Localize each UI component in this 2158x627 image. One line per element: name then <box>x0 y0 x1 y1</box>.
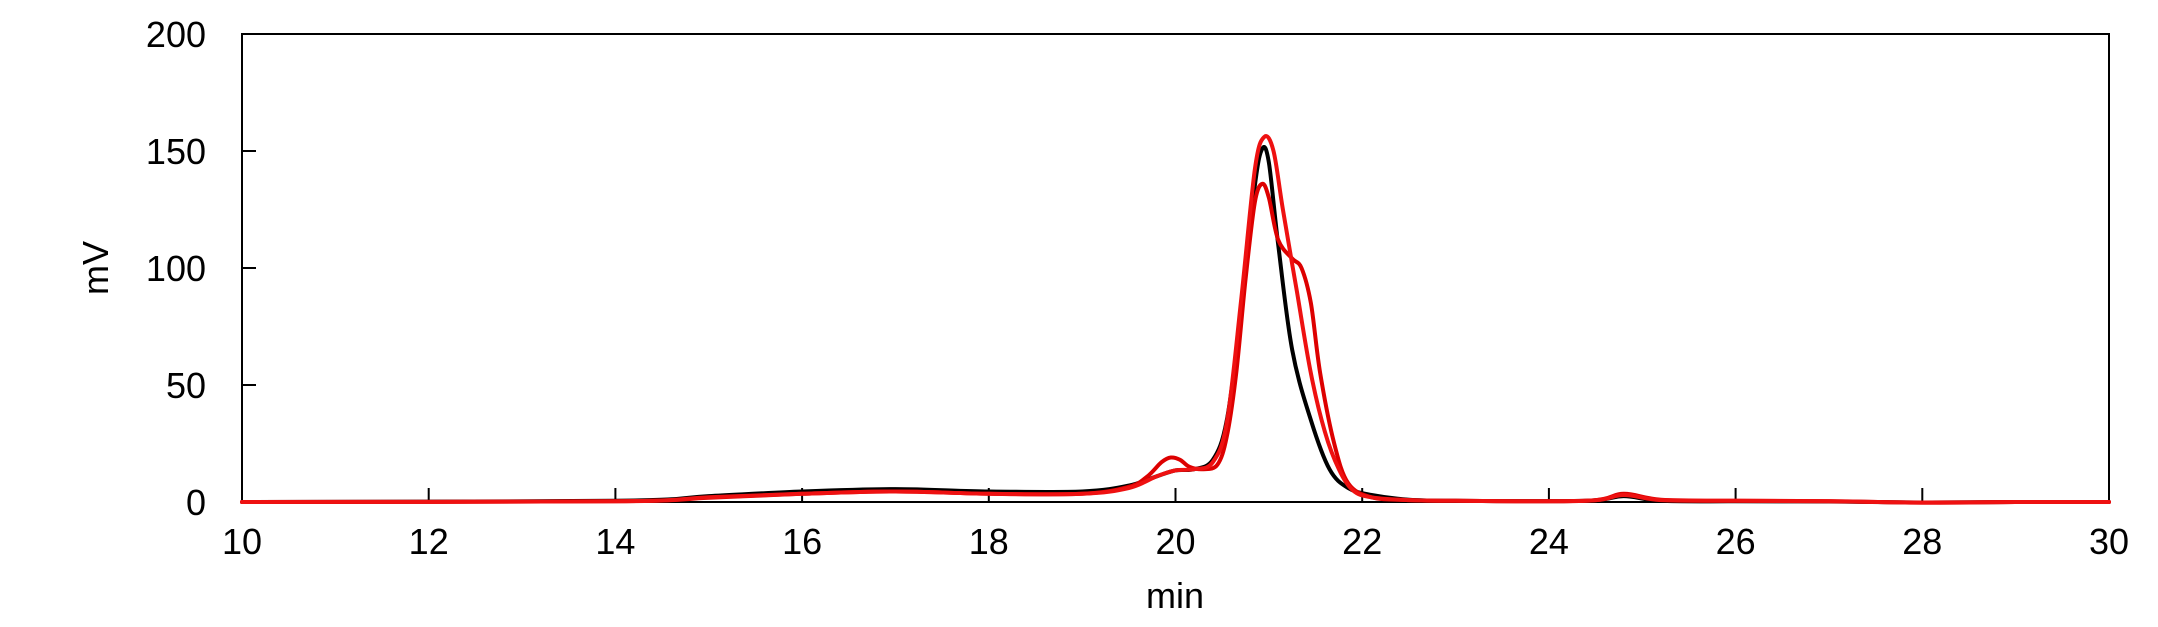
plot-area-border <box>241 33 2110 503</box>
x-tick-label: 30 <box>2089 521 2129 562</box>
y-tick-label: 200 <box>146 14 206 55</box>
x-tick-label: 28 <box>1902 521 1942 562</box>
y-tick-label: 50 <box>166 365 206 406</box>
y-tick-label: 150 <box>146 131 206 172</box>
series-group <box>240 134 2111 505</box>
y-tick-label: 0 <box>186 482 206 523</box>
x-axis-label: min <box>1146 575 1204 616</box>
x-tick-label: 14 <box>595 521 635 562</box>
x-tick-label: 16 <box>782 521 822 562</box>
x-tick-label: 24 <box>1529 521 1569 562</box>
x-tick-label: 18 <box>969 521 1009 562</box>
x-tick-label: 10 <box>222 521 262 562</box>
series-line-3 <box>240 134 2111 505</box>
x-tick-label: 12 <box>409 521 449 562</box>
y-axis-label: mV <box>75 241 116 295</box>
y-axis-ticks: 0 50 100 150 200 <box>146 14 256 523</box>
x-axis-ticks: 10 12 14 16 18 20 22 24 26 28 30 <box>222 488 2129 562</box>
series-line-1 <box>240 144 2111 505</box>
series-line-2 <box>240 181 2111 505</box>
x-tick-label: 20 <box>1155 521 1195 562</box>
x-tick-label: 22 <box>1342 521 1382 562</box>
x-tick-label: 26 <box>1716 521 1756 562</box>
y-tick-label: 100 <box>146 248 206 289</box>
